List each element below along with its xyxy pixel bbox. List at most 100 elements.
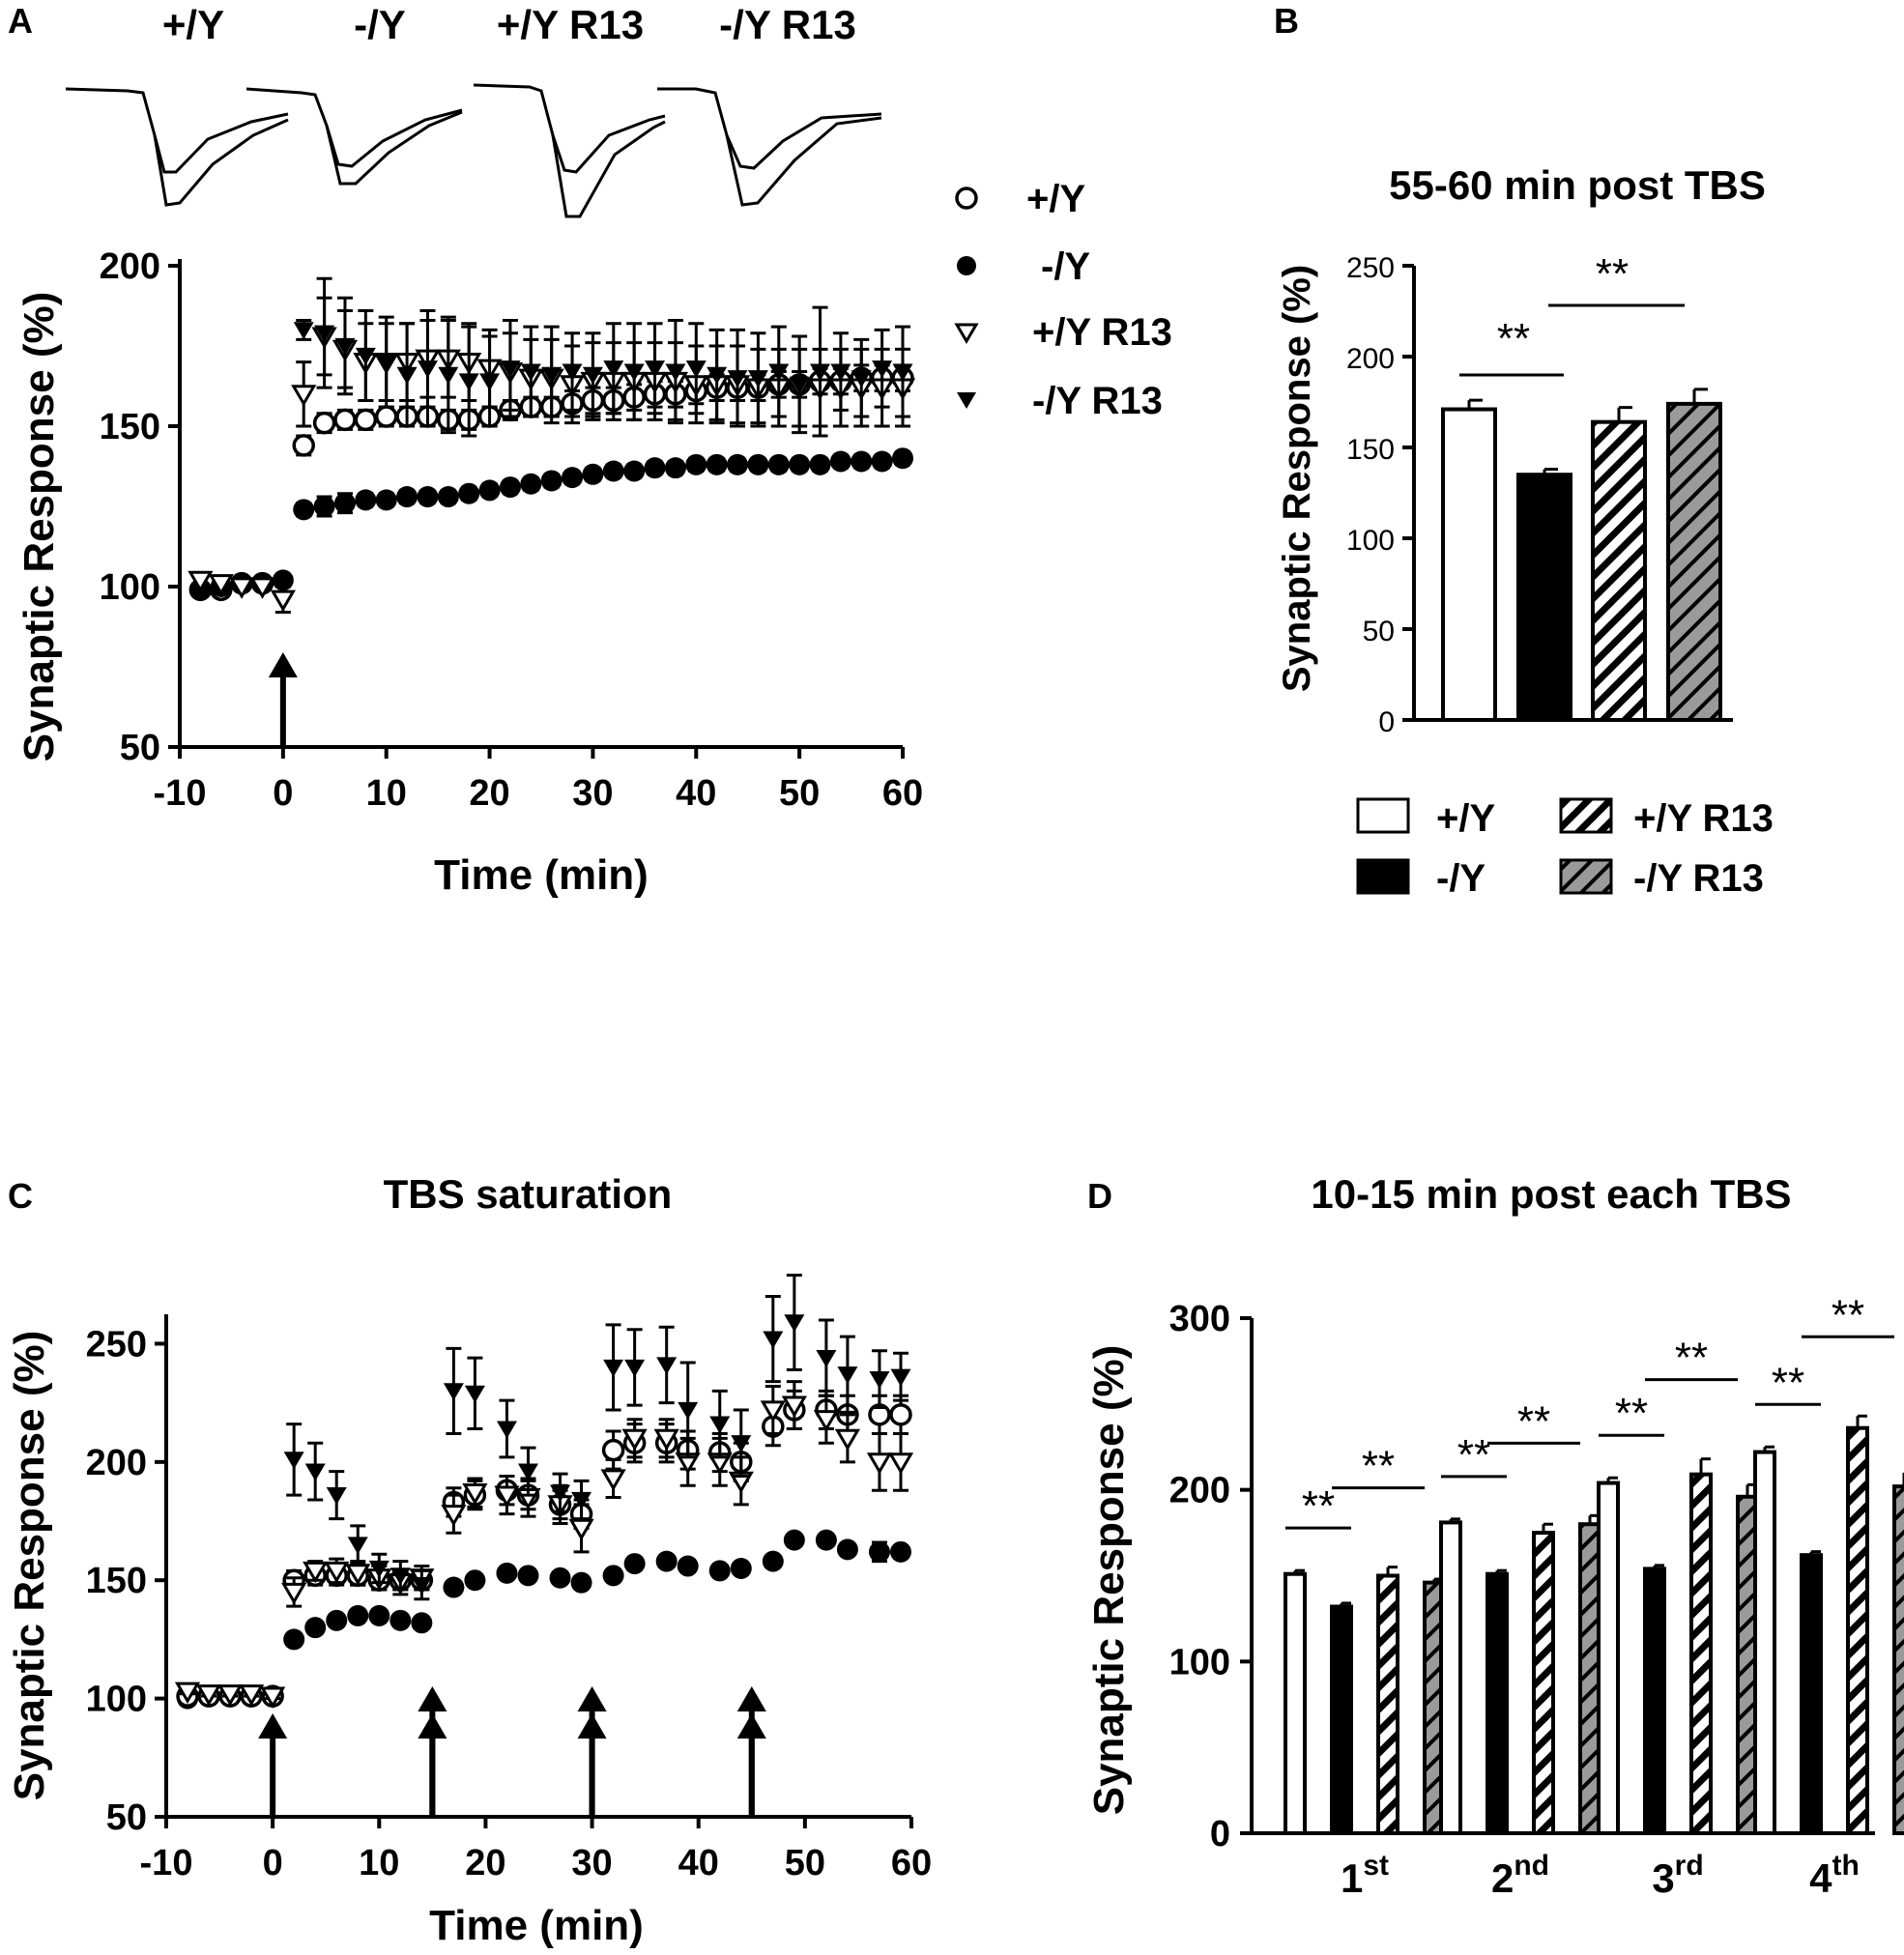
data-point: [291, 385, 317, 407]
data-point: [304, 1617, 327, 1639]
legend-a-label-wt-r13: +/Y R13: [1032, 311, 1172, 354]
data-point: [767, 453, 790, 475]
data-point: [763, 1331, 784, 1349]
data-point: [326, 1609, 348, 1631]
tbs-arrow-tall-4-head: [736, 1686, 766, 1711]
data-point: [208, 574, 234, 596]
data-point: [571, 1491, 592, 1509]
data-point: [813, 1410, 839, 1432]
tbs-arrow-tall-3: [577, 1686, 607, 1817]
x-tick-label: 0: [263, 1843, 283, 1883]
data-point: [872, 360, 893, 379]
chart-b-sig-1: **: [1497, 315, 1530, 362]
data-point: [438, 366, 459, 385]
data-point: [562, 467, 584, 489]
data-point: [345, 1564, 371, 1586]
data-point: [868, 1540, 890, 1563]
data-point: [229, 577, 255, 599]
x-tick-label: 3rd: [1652, 1850, 1703, 1901]
data-point: [517, 1463, 538, 1481]
data-point: [312, 411, 336, 435]
trace-wt: [65, 87, 289, 207]
chart-a-ylabel: Synaptic Response (%): [15, 292, 63, 762]
bar-wt-y: [1441, 407, 1497, 722]
y-tick-label: 300: [1169, 1299, 1230, 1339]
chart-a-xlabel: Time (min): [434, 851, 649, 899]
data-point: [789, 376, 810, 394]
panel-label-b: B: [1274, 1, 1299, 41]
x-tick-label: 40: [678, 1843, 719, 1883]
data-point: [314, 325, 335, 343]
chart-c-time-course: TBS saturation Synaptic Response (%) Tim…: [6, 1171, 932, 1949]
data-point: [464, 1569, 486, 1592]
data-point: [479, 373, 501, 391]
y-tick-label: 200: [1346, 343, 1395, 375]
legend-b-swatch-ko: [1356, 858, 1410, 895]
data-point: [499, 476, 521, 499]
data-point: [871, 450, 893, 473]
legend-a-marker-wt: [955, 187, 978, 210]
data-point: [188, 570, 214, 593]
data-point: [837, 1366, 858, 1385]
data-point: [892, 363, 913, 382]
legend-b-label-wt-r13: +/Y R13: [1633, 797, 1774, 840]
data-point: [411, 1612, 433, 1634]
data-point: [281, 1582, 307, 1605]
bar-wt-y: [1597, 1481, 1620, 1836]
data-point: [500, 360, 521, 379]
data-point: [781, 1395, 807, 1418]
data-point: [437, 486, 459, 508]
data-point: [347, 1537, 368, 1555]
x-tick-label: 2nd: [1491, 1850, 1549, 1901]
x-tick-label: 10: [359, 1843, 399, 1883]
y-tick-label: 50: [1363, 616, 1395, 647]
data-point: [283, 1452, 304, 1470]
data-point: [540, 470, 563, 492]
group-2nd: ** **: [1439, 1397, 1601, 1836]
x-tick-label: 20: [469, 773, 509, 814]
data-point: [520, 473, 542, 495]
panel-label-d: D: [1087, 1176, 1112, 1216]
bar-wt-y: [1284, 1571, 1307, 1836]
y-tick-label: 150: [86, 1561, 147, 1601]
y-tick-label: 0: [1378, 706, 1395, 738]
x-tick-label: 40: [676, 773, 716, 814]
data-point: [355, 347, 376, 365]
sig-label: **: [1517, 1397, 1550, 1445]
data-point: [623, 1553, 646, 1575]
chart-a-time-course: Synaptic Response (%) Time (min) -10 0 10 2…: [15, 246, 923, 899]
data-point: [239, 1684, 265, 1707]
data-point: [747, 453, 769, 475]
data-point: [396, 486, 418, 508]
bar-wt-y-r13: [1376, 1573, 1399, 1835]
tbs-arrow-tall-2: [418, 1686, 447, 1817]
data-point: [815, 1529, 837, 1551]
x-tick-label: 50: [779, 773, 820, 814]
data-point: [644, 457, 666, 479]
data-point: [664, 457, 686, 479]
y-tick-label: 50: [120, 728, 160, 768]
legend-a-marker-ko-r13: [957, 392, 976, 409]
data-point: [376, 354, 397, 372]
data-point: [784, 1314, 805, 1333]
legend-b-label-wt: +/Y: [1436, 797, 1495, 840]
data-point: [582, 463, 604, 485]
chart-b-bar: 55-60 min post TBS Synaptic Response (%)…: [1276, 162, 1766, 738]
series-ko-r13: [293, 276, 913, 438]
data-point: [603, 1359, 624, 1377]
data-point: [603, 360, 624, 379]
data-point: [582, 366, 603, 385]
data-point: [303, 1561, 329, 1584]
chart-d-title: 10-15 min post each TBS: [1311, 1171, 1791, 1217]
tbs-arrow-1: [258, 1713, 288, 1817]
data-point: [685, 360, 707, 379]
data-point: [174, 1682, 201, 1705]
data-point: [292, 434, 315, 457]
data-point: [685, 453, 707, 475]
data-point: [809, 453, 831, 475]
bar-ko: [1330, 1604, 1353, 1835]
tbs-arrow-tall-2-head: [418, 1686, 447, 1711]
data-point: [375, 489, 397, 511]
y-tick-label: 200: [1169, 1471, 1230, 1511]
legend-a-marker-ko: [957, 256, 976, 275]
